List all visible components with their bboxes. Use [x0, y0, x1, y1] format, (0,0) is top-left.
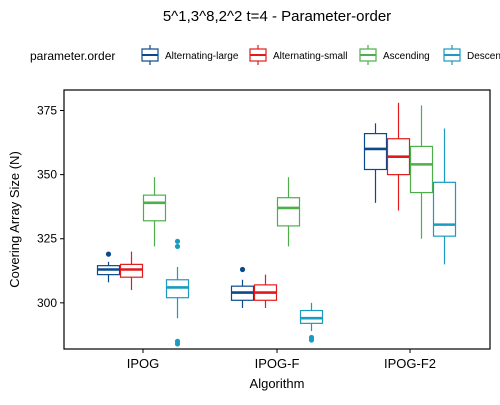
y-tick-label: 350	[37, 168, 57, 182]
legend-label: Alternating-small	[273, 51, 347, 62]
box-body	[432, 181, 457, 237]
box-alternating-small-ipog	[119, 251, 144, 291]
legend-item-alternating-large: Alternating-large	[141, 45, 239, 65]
outlier-point	[239, 266, 246, 273]
outlier-point	[174, 338, 181, 344]
box-descending-ipog-f	[299, 302, 324, 343]
y-axis-label: Covering Array Size (N)	[7, 151, 22, 288]
box-body	[142, 194, 167, 222]
x-tick-label: IPOG-F2	[384, 356, 436, 371]
legend-label: Ascending	[383, 51, 430, 62]
box-descending-ipog-f2	[432, 128, 457, 265]
y-tick-label: 300	[37, 296, 57, 310]
box-body	[276, 197, 301, 227]
outlier-point	[174, 243, 181, 250]
plot-area	[96, 102, 457, 347]
outlier-point	[105, 251, 112, 257]
plot-frame	[63, 89, 491, 350]
chart-title: 5^1,3^8,2^2 t=4 - Parameter-order	[163, 8, 391, 25]
outlier-point	[174, 238, 181, 244]
outlier-point	[308, 334, 315, 341]
legend-title: parameter.order	[30, 49, 115, 63]
x-axis-label: Algorithm	[250, 376, 305, 391]
box-descending-ipog	[165, 238, 190, 347]
legend-label: Descending	[467, 51, 500, 62]
box-alternating-small-ipog-f2	[386, 102, 411, 211]
x-tick-label: IPOG-F	[255, 356, 300, 371]
box-ascending-ipog-f2	[409, 105, 434, 239]
y-tick-label: 325	[37, 232, 57, 246]
legend-item-ascending: Ascending	[359, 45, 430, 65]
box-alternating-large-ipog-f	[230, 266, 255, 308]
legend-item-descending: Descending	[443, 45, 500, 65]
box-ascending-ipog	[142, 177, 167, 247]
axes: 300 325 350 375 IPOG IPOG-F IPOG-F2	[37, 104, 436, 371]
legend-label: Alternating-large	[165, 51, 239, 62]
x-tick-label: IPOG	[127, 356, 160, 371]
y-tick-label: 375	[37, 104, 57, 118]
box-alternating-large-ipog-f2	[363, 123, 388, 203]
box-alternating-large-ipog	[96, 251, 121, 283]
box-alternating-small-ipog-f	[253, 274, 278, 308]
box-body	[409, 145, 434, 194]
legend-item-alternating-small: Alternating-small	[249, 45, 347, 65]
box-ascending-ipog-f	[276, 177, 301, 247]
box-body	[363, 132, 388, 171]
legend: parameter.order Alternating-large Alterna…	[30, 45, 500, 65]
